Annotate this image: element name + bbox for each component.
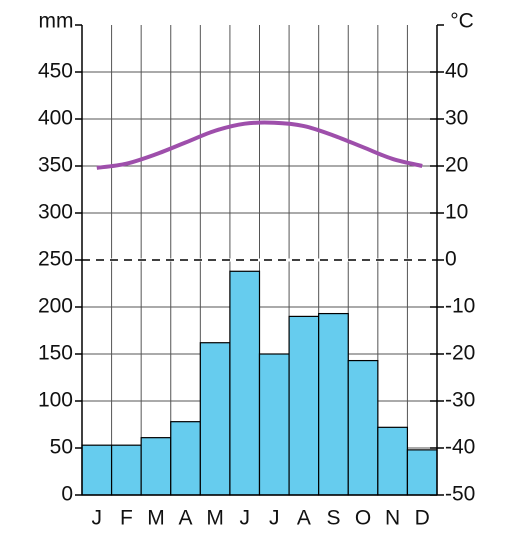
y-tick-label: 100: [38, 389, 73, 412]
x-tick-label: D: [415, 507, 430, 530]
bar: [377, 426, 409, 496]
bar: [229, 270, 261, 496]
y2-tick-label: -40: [445, 436, 475, 459]
bar: [288, 315, 320, 496]
x-tick-label: O: [355, 507, 371, 530]
y2-tick-label: 40: [445, 60, 468, 83]
bar: [170, 421, 201, 496]
bar: [110, 444, 142, 496]
y2-tick-label: -10: [445, 295, 475, 318]
y-tick-label: 200: [38, 295, 73, 318]
y-tick-label: 400: [38, 107, 73, 130]
bar: [199, 342, 231, 496]
bar: [318, 312, 349, 496]
y2-tick-label: -30: [445, 389, 475, 412]
y-tick-label: 0: [61, 483, 73, 506]
x-tick-label: J: [269, 507, 280, 530]
y-axis-label: mm: [39, 10, 74, 33]
y2-axis-label: °C: [450, 10, 474, 33]
x-tick-label: A: [179, 507, 193, 530]
temperature-line: [96, 120, 423, 170]
y-tick-label: 250: [38, 248, 73, 271]
y-tick-label: 300: [38, 201, 73, 224]
y2-tick-label: -20: [445, 342, 475, 365]
bar: [347, 359, 379, 496]
y2-tick-label: 30: [445, 107, 468, 130]
x-tick-label: S: [326, 507, 340, 530]
x-tick-label: J: [239, 507, 250, 530]
y-tick-label: 450: [38, 60, 73, 83]
y2-tick-label: 0: [445, 248, 457, 271]
y-tick-label: 350: [38, 154, 73, 177]
bar: [406, 449, 438, 496]
x-tick-label: M: [206, 507, 224, 530]
bar: [81, 444, 113, 496]
y2-tick-label: 10: [445, 201, 468, 224]
x-tick-label: J: [92, 507, 103, 530]
y-tick-label: 50: [50, 436, 73, 459]
y2-tick-label: -50: [445, 483, 475, 506]
x-tick-label: A: [297, 507, 311, 530]
x-tick-label: M: [147, 507, 165, 530]
y-tick-label: 150: [38, 342, 73, 365]
x-tick-label: F: [120, 507, 133, 530]
bar: [140, 437, 172, 496]
bar: [258, 353, 290, 496]
x-tick-label: N: [385, 507, 400, 530]
y2-tick-label: 20: [445, 154, 468, 177]
